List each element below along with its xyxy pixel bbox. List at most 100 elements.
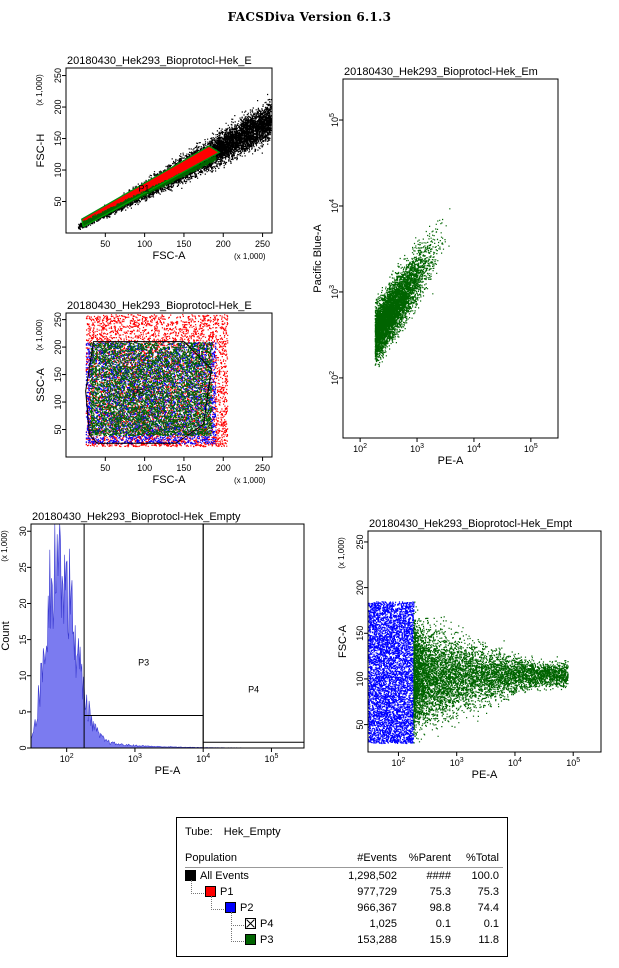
- x-axis-label: PE-A: [155, 765, 181, 777]
- series-p3-points: [89, 341, 213, 437]
- x-tick-label: 105: [524, 443, 538, 454]
- population-name: P1: [205, 886, 233, 898]
- histogram-area: [31, 524, 304, 748]
- x-axis-label: FSC-A: [153, 250, 187, 262]
- plot-title: 20180430_Hek293_Bioprotocl-Hek_E: [67, 55, 252, 67]
- x-tick-label: 50: [100, 239, 110, 249]
- y-tick-label: 105: [329, 113, 340, 127]
- plot-area: P3 P4: [31, 524, 304, 748]
- cell-total: 75.3: [477, 886, 499, 898]
- y-tick-label: 30: [18, 526, 28, 536]
- cell-total: 0.1: [483, 918, 499, 930]
- cell-parent: 75.3: [429, 886, 451, 898]
- x-tick-label: 150: [176, 463, 191, 473]
- series-p2: [85, 341, 217, 445]
- population-name: All Events: [185, 870, 249, 882]
- cell-parent: ####: [426, 870, 451, 882]
- x-tick-label: 105: [566, 757, 580, 768]
- x-tick-label: 102: [60, 753, 74, 764]
- plot-area: [368, 601, 569, 745]
- header-divider: [185, 867, 503, 868]
- x-tick-label: 100: [137, 463, 152, 473]
- gate-label-p3: P3: [138, 658, 149, 668]
- y-tick-label: 200: [355, 580, 365, 595]
- x-tick-label: 50: [100, 463, 110, 473]
- y-tick-label: 20: [18, 598, 28, 608]
- population-name: P4: [245, 918, 273, 930]
- cell-parent: 98.8: [429, 902, 451, 914]
- population-label: P3: [260, 934, 274, 946]
- plot-area: P2: [85, 314, 229, 448]
- population-label: P4: [260, 918, 274, 930]
- population-name: P3: [245, 934, 273, 946]
- plot-area: [374, 208, 451, 368]
- y-tick-label: 250: [355, 534, 365, 549]
- plot-frame: [30, 523, 305, 749]
- y-tick-label: 103: [329, 285, 340, 299]
- cell-events: 1,298,502: [348, 870, 397, 882]
- y-axis-label: Count: [0, 621, 12, 650]
- series-p3: [89, 341, 213, 437]
- plot-title: 20180430_Hek293_Bioprotocl-Hek_Em: [344, 66, 538, 78]
- plot-title: 20180430_Hek293_Bioprotocl-Hek_E: [67, 300, 252, 312]
- series-p2: [368, 601, 415, 745]
- y-axis-label: FSC-H: [35, 134, 47, 168]
- y-tick-label: 150: [355, 626, 365, 641]
- y-tick-label: 25: [18, 562, 28, 572]
- cell-events: 977,729: [357, 886, 397, 898]
- x-scale-note: (x 1,000): [234, 476, 266, 485]
- cell-total: 74.4: [477, 902, 499, 914]
- plot-title: 20180430_Hek293_Bioprotocl-Hek_Empt: [369, 518, 572, 530]
- y-tick-label: 50: [53, 425, 63, 435]
- hierarchy-connector: [191, 880, 204, 894]
- x-tick-label: 105: [264, 753, 278, 764]
- plot-title: 20180430_Hek293_Bioprotocl-Hek_Empty: [32, 511, 241, 523]
- y-tick-label: 50: [53, 197, 63, 207]
- x-tick-label: 103: [410, 443, 424, 454]
- y-tick-label: 200: [53, 100, 63, 115]
- x-tick-label: 100: [137, 239, 152, 249]
- x-tick-label: 102: [391, 757, 405, 768]
- column-header-parent: %Parent: [408, 852, 451, 864]
- plot-frame: [65, 312, 273, 458]
- series-p2-points: [85, 341, 217, 445]
- y-tick-label: 104: [329, 199, 340, 213]
- chart-fsc-a-vs-fsc-h: P1 20180430_Hek293_Bioprotocl-Hek_E 50 100 1…: [35, 55, 273, 262]
- y-axis-label: SSC-A: [35, 368, 47, 402]
- column-header-population: Population: [185, 852, 237, 864]
- y-scale-note: (x 1,000): [35, 74, 44, 106]
- population-color-swatch: [205, 886, 216, 897]
- population-color-swatch: [185, 870, 196, 881]
- plot-frame: [65, 67, 273, 234]
- y-axis-label: Pacific Blue-A: [312, 224, 324, 293]
- x-tick-label: 200: [216, 463, 231, 473]
- tube-info: Tube: Hek_Empty: [185, 826, 289, 838]
- chart-pe-a-vs-pacific-blue-a: 20180430_Hek293_Bioprotocl-Hek_Em 102 103 1…: [312, 66, 559, 467]
- cell-events: 153,288: [357, 934, 397, 946]
- series-p3: [374, 208, 451, 368]
- plot-frame: [367, 530, 602, 753]
- population-name: P2: [225, 902, 253, 914]
- x-tick-label: 104: [196, 753, 210, 764]
- cell-parent: 15.9: [429, 934, 451, 946]
- stats-row: P2 966,367 98.8 74.4: [177, 896, 509, 917]
- y-tick-label: 250: [53, 68, 63, 83]
- x-tick-label: 250: [255, 463, 270, 473]
- y-tick-label: 150: [53, 131, 63, 146]
- population-label: All Events: [200, 870, 249, 882]
- x-axis-label: PE-A: [472, 769, 498, 781]
- population-label: P2: [240, 902, 254, 914]
- y-tick-label: 50: [355, 720, 365, 730]
- y-tick-label: 250: [53, 312, 63, 327]
- chart-pe-a-vs-fsc-a: 20180430_Hek293_Bioprotocl-Hek_Empt 102 10…: [337, 518, 602, 781]
- x-axis-label: PE-A: [438, 455, 464, 467]
- population-color-swatch: [245, 934, 256, 945]
- y-scale-note: (x 1,000): [35, 319, 44, 351]
- series-p2-points: [368, 601, 415, 745]
- stats-row: P1 977,729 75.3 75.3: [177, 880, 509, 901]
- tube-label: Tube:: [185, 826, 213, 838]
- gate-p1-outline: [81, 145, 221, 228]
- cell-total: 11.8: [478, 934, 499, 946]
- y-tick-label: 0: [18, 745, 28, 750]
